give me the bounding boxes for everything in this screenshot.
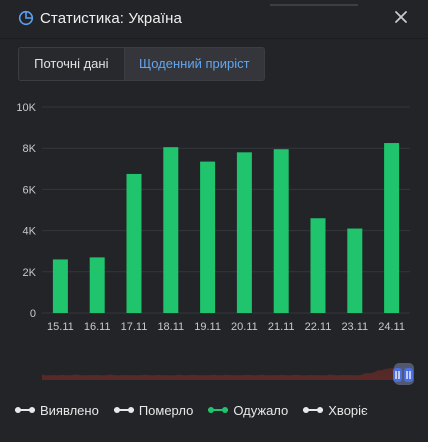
legend-item-detected[interactable]: Виявлено [14,401,99,419]
x-tick-label: 22.11 [305,321,332,333]
x-axis: 15.11 16.11 17.11 18.11 19.11 20.11 21.11 22.11… [47,321,405,333]
x-tick-label: 19.11 [194,321,221,333]
tab-daily-growth[interactable]: Щоденний приріст [124,48,264,80]
y-tick-label: 0 [30,308,36,320]
bar[interactable] [347,228,363,313]
x-tick-label: 17.11 [121,321,148,333]
legend-label: Хворіє [328,402,368,418]
view-tabs: Поточні дані Щоденний приріст [18,47,265,81]
x-tick-label: 18.11 [157,321,184,333]
bar[interactable] [163,147,179,313]
legend-label: Одужало [233,402,289,418]
bar[interactable] [273,149,289,313]
legend-marker [303,407,324,413]
range-navigator[interactable] [42,363,414,385]
chart-legend: Виявлено Померло Одужало Хворіє [14,401,368,419]
legend-marker [113,407,134,413]
y-tick-label: 2K [23,267,37,279]
legend-item-sick[interactable]: Хворіє [302,401,368,419]
y-tick-label: 6K [23,184,37,196]
pie-chart-icon [18,10,34,26]
y-tick-label: 8K [23,143,37,155]
legend-label: Померло [138,402,194,418]
bars [52,143,400,313]
bar[interactable] [384,143,400,313]
bar[interactable] [52,259,68,313]
bar[interactable] [89,257,105,313]
header-divider [0,38,428,39]
y-tick-label: 4K [23,226,37,238]
legend-marker [208,407,229,413]
y-axis: 0 2K 4K 6K 8K 10K [16,102,36,320]
bar[interactable] [310,218,326,313]
bar[interactable] [236,152,252,313]
legend-item-died[interactable]: Померло [113,401,194,419]
x-tick-label: 24.11 [378,321,405,333]
navigator-handle-right[interactable] [404,368,413,382]
panel-title: Статистика: Україна [40,10,182,27]
navigator-area [42,367,394,380]
legend-label: Виявлено [40,402,99,418]
x-tick-label: 21.11 [268,321,295,333]
x-tick-label: 20.11 [231,321,258,333]
close-icon[interactable] [392,8,410,26]
panel-header: Статистика: Україна [0,0,428,38]
tab-current-data[interactable]: Поточні дані [19,48,125,80]
x-tick-label: 23.11 [341,321,368,333]
navigator-handle-left[interactable] [393,368,402,382]
y-tick-label: 10K [16,102,36,114]
legend-item-recovered[interactable]: Одужало [207,401,288,419]
legend-marker [15,407,35,413]
daily-growth-chart: 0 2K 4K 6K 8K 10K 15.11 16.11 17.11 18.11 19.11 20… [16,102,414,385]
bar[interactable] [200,161,216,313]
x-tick-label: 15.11 [47,321,74,333]
bar[interactable] [126,173,142,313]
scroll-indicator [270,4,358,6]
x-tick-label: 16.11 [84,321,111,333]
